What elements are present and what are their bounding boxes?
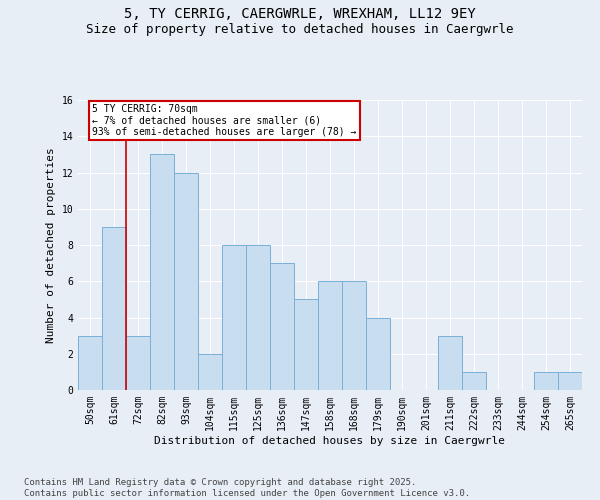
Bar [222, 245, 246, 390]
Bar [246, 245, 270, 390]
Bar [270, 263, 294, 390]
Bar [342, 281, 366, 390]
Bar [78, 336, 102, 390]
Bar [126, 336, 150, 390]
Text: 5, TY CERRIG, CAERGWRLE, WREXHAM, LL12 9EY: 5, TY CERRIG, CAERGWRLE, WREXHAM, LL12 9… [124, 8, 476, 22]
Text: Size of property relative to detached houses in Caergwrle: Size of property relative to detached ho… [86, 22, 514, 36]
Bar [150, 154, 174, 390]
Bar [558, 372, 582, 390]
Bar [198, 354, 222, 390]
Bar [318, 281, 342, 390]
Bar [534, 372, 558, 390]
Bar [462, 372, 486, 390]
Text: Contains HM Land Registry data © Crown copyright and database right 2025.
Contai: Contains HM Land Registry data © Crown c… [24, 478, 470, 498]
Bar [438, 336, 462, 390]
Text: 5 TY CERRIG: 70sqm
← 7% of detached houses are smaller (6)
93% of semi-detached : 5 TY CERRIG: 70sqm ← 7% of detached hous… [92, 104, 357, 137]
Bar [174, 172, 198, 390]
Bar [102, 227, 126, 390]
Y-axis label: Number of detached properties: Number of detached properties [46, 147, 56, 343]
Bar [366, 318, 390, 390]
Bar [294, 300, 318, 390]
X-axis label: Distribution of detached houses by size in Caergwrle: Distribution of detached houses by size … [155, 436, 505, 446]
